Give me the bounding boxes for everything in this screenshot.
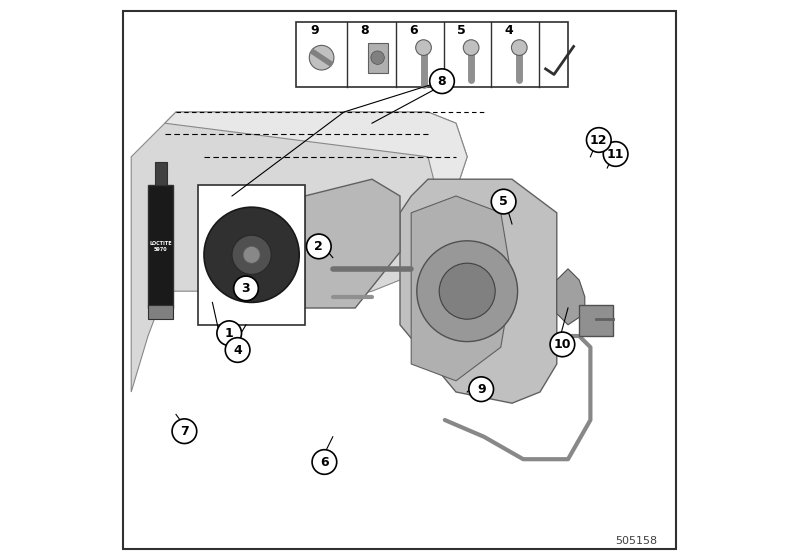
Text: 5: 5 <box>499 195 508 208</box>
Polygon shape <box>411 196 512 381</box>
Polygon shape <box>305 179 400 308</box>
Text: 505158: 505158 <box>615 536 658 546</box>
Text: LOCTITE
5970: LOCTITE 5970 <box>149 241 172 252</box>
Text: 5: 5 <box>457 24 466 36</box>
Circle shape <box>469 377 494 402</box>
Circle shape <box>586 128 611 152</box>
Bar <box>198 185 305 325</box>
Bar <box>579 305 613 336</box>
Circle shape <box>226 338 250 362</box>
Circle shape <box>417 241 518 342</box>
Text: 6: 6 <box>320 455 329 469</box>
Circle shape <box>243 246 260 263</box>
Polygon shape <box>400 179 557 403</box>
Circle shape <box>232 235 271 274</box>
Circle shape <box>439 263 495 319</box>
Circle shape <box>371 51 384 64</box>
Circle shape <box>234 276 258 301</box>
Text: 4: 4 <box>234 343 242 357</box>
Circle shape <box>491 189 516 214</box>
Bar <box>154 162 167 185</box>
Text: 3: 3 <box>242 282 250 295</box>
Text: 9: 9 <box>310 24 318 36</box>
Circle shape <box>416 40 431 55</box>
Polygon shape <box>165 112 467 224</box>
Circle shape <box>310 45 334 70</box>
Circle shape <box>217 321 242 346</box>
Text: 8: 8 <box>361 24 369 36</box>
Bar <box>367 43 388 73</box>
Polygon shape <box>557 269 585 325</box>
Circle shape <box>430 69 454 94</box>
Circle shape <box>204 207 299 302</box>
Polygon shape <box>131 112 467 392</box>
Circle shape <box>172 419 197 444</box>
Text: 8: 8 <box>438 74 446 88</box>
Circle shape <box>312 450 337 474</box>
Text: 6: 6 <box>409 24 418 36</box>
Text: 12: 12 <box>590 133 607 147</box>
Text: 1: 1 <box>225 326 234 340</box>
Circle shape <box>603 142 628 166</box>
Bar <box>296 22 568 87</box>
Circle shape <box>550 332 574 357</box>
Text: 10: 10 <box>554 338 571 351</box>
Text: 2: 2 <box>314 240 323 253</box>
Circle shape <box>306 234 331 259</box>
Text: 11: 11 <box>607 147 624 161</box>
Text: 9: 9 <box>477 382 486 396</box>
Text: 7: 7 <box>180 424 189 438</box>
Bar <box>148 305 174 319</box>
Circle shape <box>463 40 479 55</box>
Bar <box>148 185 174 308</box>
Circle shape <box>511 40 527 55</box>
Text: 4: 4 <box>505 24 514 36</box>
